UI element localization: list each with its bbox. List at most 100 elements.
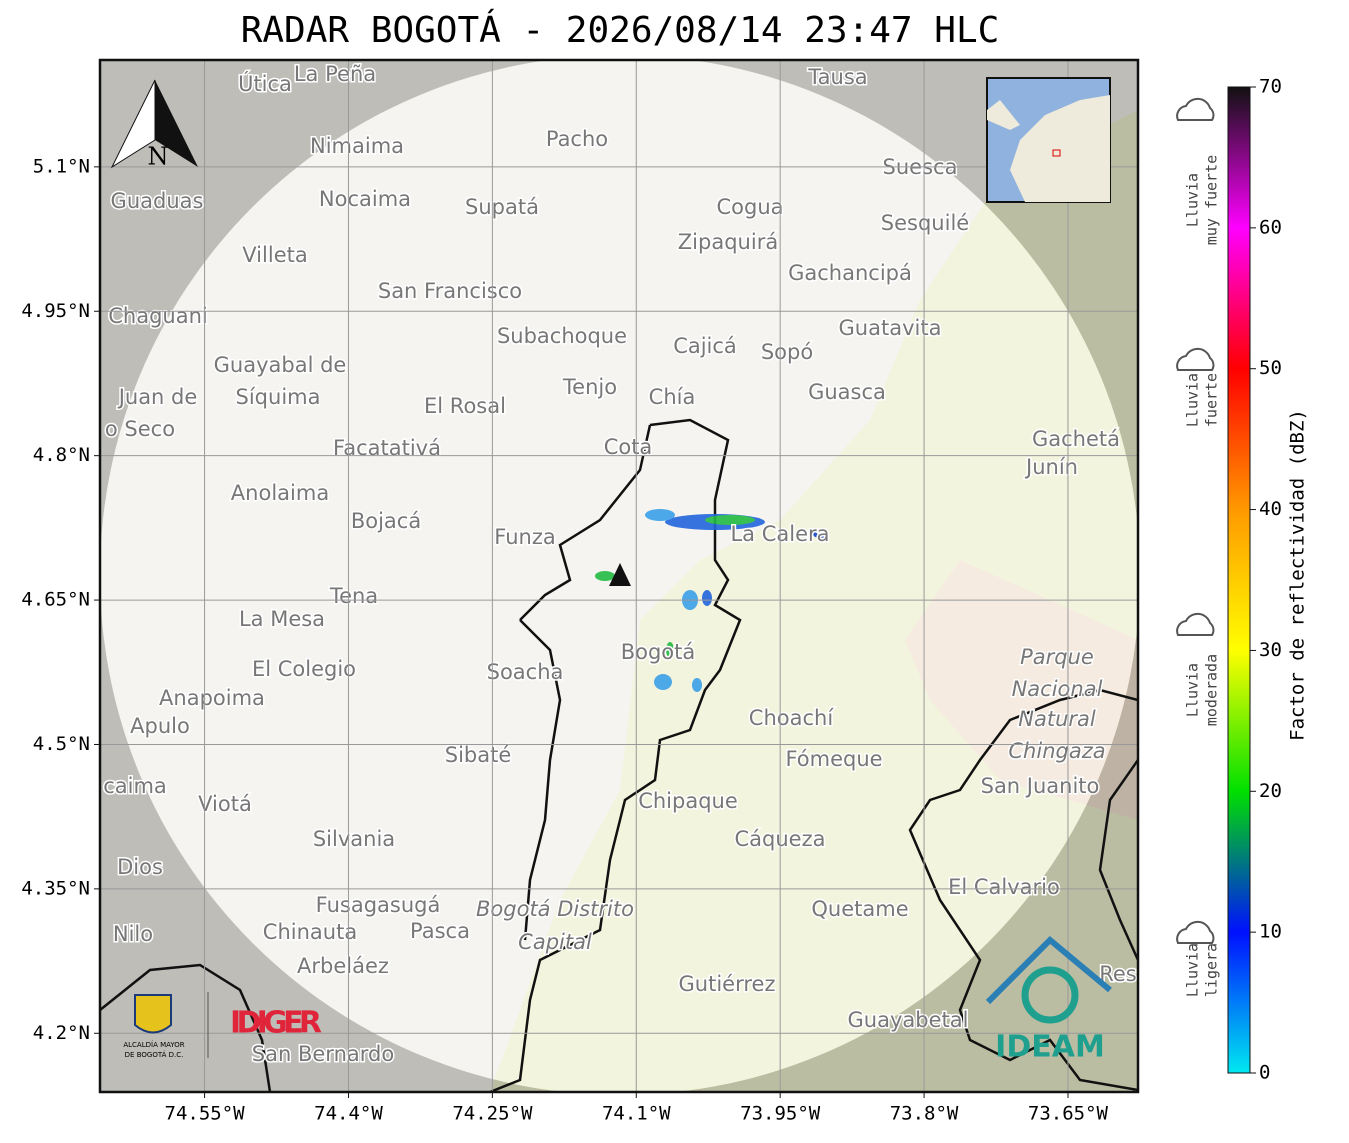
colorbar-tick-label: 50 [1259,357,1282,379]
rain-icon [1176,347,1215,371]
place-label: Res [1099,962,1137,986]
y-tick-label: 5.1°N [33,155,90,177]
y-tick-label: 4.65°N [21,589,90,611]
x-tick-label: 73.8°W [890,1103,959,1125]
place-label: Subachoque [497,324,627,348]
x-tick-label: 73.95°W [740,1103,821,1125]
place-label: La Mesa [239,607,325,631]
legend-label: ligera [1203,943,1221,997]
colorbar-tick-label: 10 [1259,921,1282,943]
y-tick-label: 4.2°N [33,1022,90,1044]
rain-icon [1176,97,1215,121]
x-tick-label: 73.65°W [1028,1103,1109,1125]
place-label: El Colegio [252,657,356,681]
y-tick-label: 4.5°N [33,733,90,755]
x-tick-label: 74.1°W [602,1103,671,1125]
place-label: El Rosal [424,394,506,418]
place-label: Apulo [130,714,190,738]
legend-label: Lluvia [1184,173,1202,227]
place-label: Arbeláez [297,954,389,978]
colorbar-tick-label: 20 [1259,780,1282,802]
logo-text: IDEAM [995,1030,1105,1065]
y-tick-label: 4.95°N [21,300,90,322]
place-label: Cajicá [673,334,737,358]
place-label: Soacha [487,660,564,684]
place-label: Bogotá Distrito [476,897,634,921]
place-label: Junín [1024,455,1078,479]
colorbar-tick-label: 60 [1259,216,1282,238]
rain-icon [1176,612,1215,636]
logo-text: ALCALDÍA MAYOR [123,1040,184,1049]
colorbar-tick-label: 0 [1259,1062,1270,1084]
place-label: Chingaza [1008,739,1105,763]
place-label: Tausa [807,65,867,89]
title: RADAR BOGOTÁ - 2026/08/14 23:47 HLC [241,9,1000,51]
place-label: El Calvario [948,875,1060,899]
logo-text: IDIGER [230,1006,322,1041]
place-label: Sesquilé [881,211,969,235]
place-label: o Seco [105,417,175,441]
place-label: Natural [1018,707,1096,731]
place-label: Sibaté [445,743,512,767]
place-label: Parque [1020,645,1094,669]
y-tick-label: 4.8°N [33,444,90,466]
place-label: Fómeque [785,747,882,771]
place-label: Síquima [236,385,321,409]
place-label: Sopó [761,340,813,364]
place-label: Juan de [117,385,198,409]
place-label: Gutiérrez [679,972,776,996]
place-label: Capital [518,930,592,954]
place-label: Nimaima [310,134,404,158]
place-label: Zipaquirá [678,230,778,254]
place-label: Chinauta [263,920,357,944]
colorbar-tick-label: 30 [1259,639,1282,661]
place-label: Anolaima [231,481,329,505]
place-label: Bojacá [351,509,421,533]
rain-icon [1176,920,1215,944]
basemap: Útica La Peña TausaPachoNimaimaSuescaGuadu… [100,60,1138,1092]
place-label: Guatavita [839,316,942,340]
place-label: Nacional [1012,677,1103,701]
inset-map [986,77,1111,203]
legend-label: fuerte [1203,373,1221,427]
legend-label: Lluvia [1184,943,1202,997]
place-label: Guaduas [111,189,204,213]
place-label: San Juanito [981,774,1100,798]
place-label: Tena [329,584,378,608]
place-label: Villeta [242,243,307,267]
colorbar [1227,86,1251,1074]
colorbar-label: Factor de reflectividad (dBZ) [1287,409,1309,741]
place-label: Chipaque [638,789,738,813]
north-arrow: N [110,79,198,171]
legend-label: Lluvia [1184,663,1202,717]
place-label: Pasca [410,919,470,943]
place-label: Choachí [749,706,835,730]
place-label: Guasca [808,380,886,404]
place-label: Nilo [113,922,153,946]
x-tick-label: 74.55°W [165,1103,246,1125]
north-label: N [148,143,169,171]
place-label: Funza [494,525,555,549]
place-label: caima [103,774,167,798]
place-label: San Francisco [378,279,522,303]
place-label: Cogua [716,195,783,219]
place-label: Gachancipá [788,261,912,285]
place-label: Tenjo [562,375,617,399]
map-frame [98,58,1140,1094]
place-label: Pacho [546,127,608,151]
colorbar-tick-label: 40 [1259,498,1282,520]
legend-label: muy fuerte [1203,155,1221,245]
legend-label: moderada [1203,654,1221,726]
place-label: Fusagasugá [316,893,441,917]
place-label: Dios [117,855,163,879]
place-label: San Bernardo [252,1042,394,1066]
place-label: Supatá [465,195,539,219]
place-label: Bogotá [621,640,696,664]
place-label: Chaguani [108,304,208,328]
y-tick-label: 4.35°N [21,877,90,899]
place-label: La Peña [294,62,376,86]
logos: ALCALDÍA MAYOR DE BOGOTÁ D.C. IDIGER IDE… [123,935,1112,1065]
x-tick-label: 74.4°W [314,1103,383,1125]
place-label: Anapoima [159,686,265,710]
